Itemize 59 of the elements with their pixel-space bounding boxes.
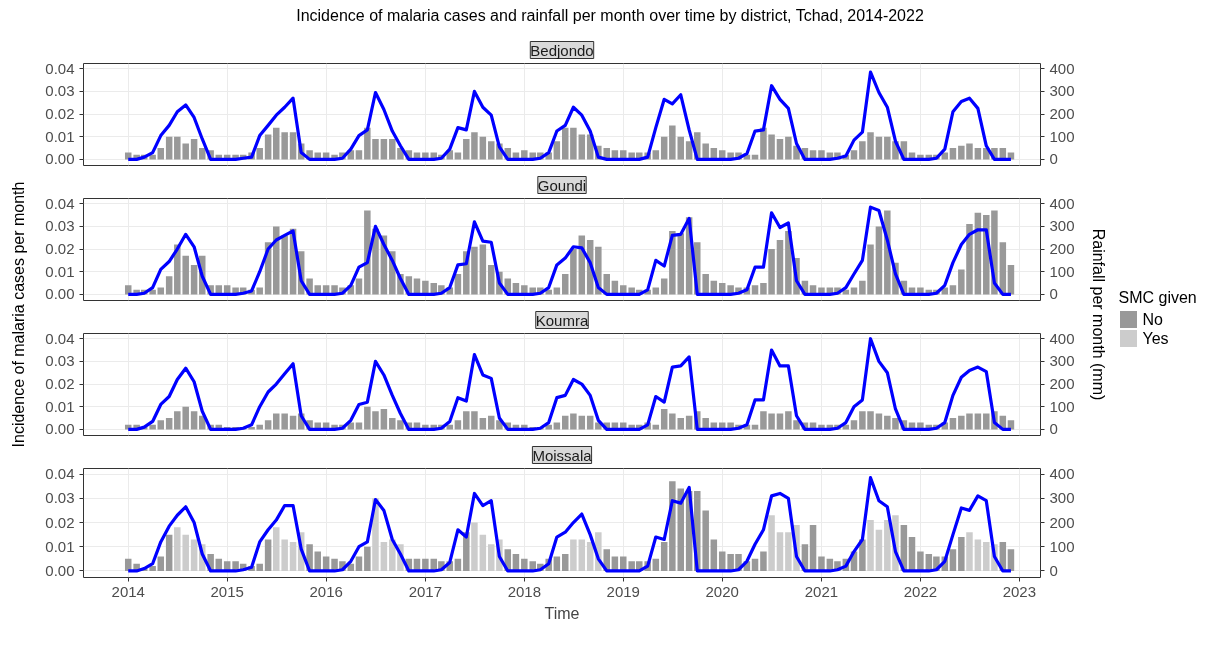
y2-tick-label: 100 (1049, 127, 1075, 145)
y2-tick-label: 200 (1049, 105, 1075, 123)
y-tick-label: 0.03 (45, 82, 75, 100)
y-tick-label: 0.00 (45, 420, 75, 438)
y2-tick-label: 0 (1049, 420, 1058, 438)
y-tick-label: 0.01 (45, 127, 75, 145)
chart-subtitle: Goundi (537, 176, 587, 194)
y2-tick-label: 400 (1049, 59, 1075, 77)
y2-tick-label: 400 (1049, 465, 1075, 483)
y-tick-label: 0.00 (45, 285, 75, 303)
y2-axis-title: Rainfall per month (mm) (1089, 228, 1107, 401)
y2-tick-label: 200 (1049, 240, 1075, 258)
x-tick-label: 2022 (903, 582, 938, 600)
y2-tick-label: 300 (1049, 352, 1075, 370)
y-tick-label: 0.03 (45, 352, 75, 370)
y2-tick-label: 100 (1049, 537, 1075, 555)
y-tick-label: 0.04 (45, 329, 75, 347)
y2-tick-label: 0 (1049, 561, 1058, 579)
y2-tick-label: 200 (1049, 513, 1075, 531)
y2-tick-label: 300 (1049, 82, 1075, 100)
y-tick-label: 0.02 (45, 375, 75, 393)
y-tick-label: 0.02 (45, 105, 75, 123)
x-tick-label: 2023 (1002, 582, 1037, 600)
x-tick-label: 2020 (705, 582, 739, 600)
y-tick-label: 0.03 (45, 489, 75, 507)
y-tick-label: 0.02 (45, 513, 75, 531)
y-tick-label: 0.00 (45, 150, 75, 168)
chart-title: Incidence of malaria cases and rainfall per month over time by district, Tchad, 2014-2022 (296, 6, 924, 26)
y-tick-label: 0.01 (45, 397, 75, 415)
y-tick-label: 0.00 (45, 561, 75, 579)
y2-tick-label: 0 (1049, 285, 1058, 303)
y2-tick-label: 200 (1049, 375, 1075, 393)
y2-tick-label: 300 (1049, 217, 1075, 235)
x-tick-label: 2018 (507, 582, 542, 600)
y-tick-label: 0.03 (45, 217, 75, 235)
y-axis-title: Incidence of malaria cases per month (9, 181, 27, 448)
x-tick-label: 2017 (408, 582, 443, 600)
legend-title: SMC given (1118, 289, 1197, 306)
y-tick-label: 0.04 (45, 194, 75, 212)
y-tick-label: 0.04 (45, 465, 75, 483)
x-tick-label: 2016 (309, 582, 343, 600)
y-tick-label: 0.01 (45, 537, 75, 555)
x-axis-title: Time (544, 604, 580, 622)
x-tick-label: 2015 (210, 582, 244, 600)
x-tick-label: 2014 (111, 582, 145, 600)
y2-tick-label: 400 (1049, 329, 1075, 347)
chart-subtitle: Bedjondo (530, 41, 594, 59)
legend-label: No (1142, 311, 1164, 328)
y2-tick-label: 300 (1049, 489, 1075, 507)
y2-tick-label: 100 (1049, 262, 1075, 280)
x-tick-label: 2021 (804, 582, 839, 600)
y2-tick-label: 100 (1049, 397, 1075, 415)
y-tick-label: 0.02 (45, 240, 75, 258)
y-tick-label: 0.04 (45, 59, 75, 77)
y-tick-label: 0.01 (45, 262, 75, 280)
legend-label: Yes (1142, 330, 1169, 347)
y2-tick-label: 400 (1049, 194, 1075, 212)
y2-tick-label: 0 (1049, 150, 1058, 168)
x-tick-label: 2019 (606, 582, 640, 600)
